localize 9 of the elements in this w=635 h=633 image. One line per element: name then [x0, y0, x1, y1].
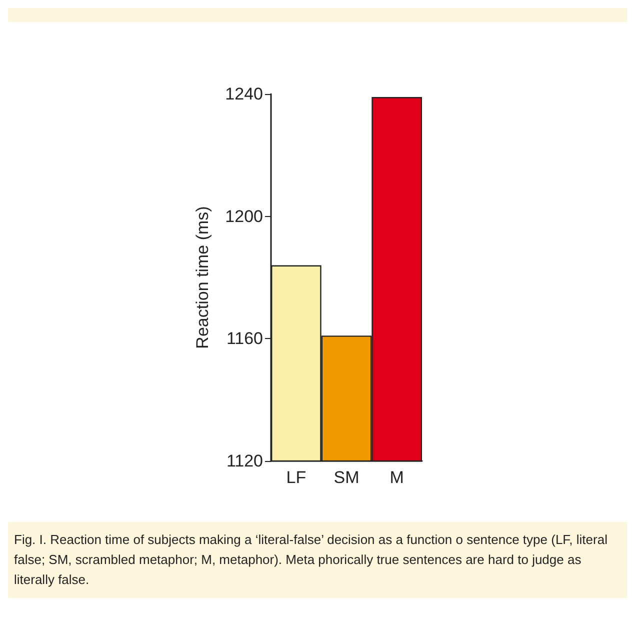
x-tick-label: SM [334, 468, 360, 487]
y-axis-title: Reaction time (ms) [193, 206, 212, 349]
x-tick-label: M [390, 468, 404, 487]
y-tick-label: 1160 [226, 329, 263, 348]
x-tick-label: LF [286, 468, 306, 487]
y-tick-label: 1240 [225, 84, 263, 104]
y-tick-label: 1200 [225, 206, 263, 226]
y-tick-label: 1120 [226, 452, 263, 470]
text: Fig. I. Reaction time of subjects making a ‘literal-false’ decision as a function o sentence type (LF, literal false; SM, scrambled metaphor; M, metaphor). Meta phorically true sentences are hard to judge as literally false. [8, 522, 627, 598]
